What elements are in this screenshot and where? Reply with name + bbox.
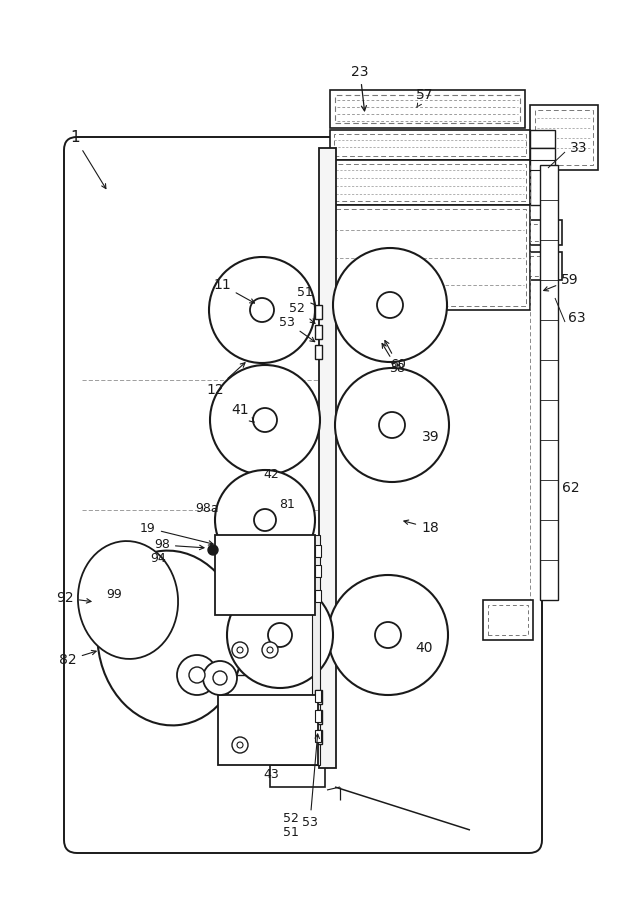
Ellipse shape [97, 551, 243, 725]
Bar [334, 134, 526, 156]
Circle shape [375, 622, 401, 648]
Bar [319, 148, 336, 768]
Circle shape [209, 257, 315, 363]
Circle shape [250, 298, 274, 322]
Circle shape [253, 408, 277, 432]
Text: 63: 63 [568, 311, 586, 325]
Bar [530, 105, 598, 170]
Text: 62: 62 [562, 481, 580, 495]
Text: 51: 51 [297, 286, 316, 305]
Text: 92: 92 [56, 591, 91, 605]
Bar [315, 345, 322, 359]
Text: 19: 19 [140, 521, 213, 545]
Bar [330, 160, 530, 205]
Circle shape [208, 545, 218, 555]
Bar [315, 730, 321, 742]
Circle shape [333, 248, 447, 362]
Circle shape [268, 623, 292, 647]
Circle shape [267, 647, 273, 653]
Text: 57: 57 [416, 88, 434, 107]
Text: 41: 41 [231, 403, 254, 422]
Circle shape [328, 575, 448, 695]
Bar [215, 675, 315, 695]
Bar [315, 710, 321, 722]
Bar [330, 90, 525, 128]
Text: 81: 81 [279, 499, 295, 511]
Circle shape [210, 365, 320, 475]
Text: 53: 53 [302, 734, 319, 829]
Text: 94: 94 [150, 552, 166, 564]
Text: 39: 39 [422, 430, 440, 444]
Bar [315, 565, 321, 577]
Bar [530, 148, 555, 205]
Text: 12: 12 [206, 363, 245, 397]
Bar [510, 220, 562, 245]
Bar [315, 690, 322, 704]
Text: 42: 42 [263, 469, 279, 482]
Circle shape [377, 292, 403, 318]
Circle shape [262, 642, 278, 658]
Text: 51: 51 [283, 825, 299, 839]
Bar [315, 730, 322, 744]
Bar [218, 695, 318, 765]
Bar [315, 710, 322, 724]
Text: 40: 40 [415, 641, 433, 655]
Text: 52: 52 [289, 302, 315, 323]
Text: 33: 33 [570, 141, 588, 155]
Bar [315, 545, 321, 557]
Text: 1: 1 [70, 130, 106, 189]
Bar [535, 110, 593, 165]
Bar [530, 130, 555, 148]
Circle shape [254, 509, 276, 531]
Bar [334, 209, 526, 306]
Bar [330, 205, 530, 310]
Text: 38: 38 [382, 344, 405, 374]
Text: 23: 23 [351, 65, 369, 111]
Bar [315, 590, 321, 602]
Circle shape [379, 412, 405, 438]
Ellipse shape [78, 541, 178, 659]
Text: 60: 60 [385, 340, 406, 372]
Text: 82: 82 [59, 651, 96, 667]
Bar [312, 535, 320, 765]
Circle shape [232, 642, 248, 658]
Circle shape [213, 671, 227, 685]
Bar [514, 224, 558, 241]
Bar [315, 325, 322, 339]
Text: 43: 43 [263, 769, 279, 781]
Bar [488, 605, 528, 635]
Text: 98a: 98a [195, 501, 219, 515]
Text: 11: 11 [213, 278, 255, 303]
Text: 52: 52 [283, 812, 299, 824]
Bar [270, 765, 325, 787]
Bar [334, 164, 526, 201]
Circle shape [203, 661, 237, 695]
Text: 53: 53 [279, 316, 315, 342]
Bar [483, 600, 533, 640]
Bar [315, 305, 322, 319]
Text: 98: 98 [154, 538, 204, 552]
Bar [540, 165, 558, 600]
Circle shape [215, 470, 315, 570]
Circle shape [237, 647, 243, 653]
Bar [215, 535, 315, 615]
Text: 99: 99 [106, 588, 122, 600]
Bar [335, 95, 520, 123]
Bar [215, 615, 315, 635]
Circle shape [237, 742, 243, 748]
Circle shape [177, 655, 217, 695]
Text: 18: 18 [404, 520, 439, 535]
Circle shape [227, 582, 333, 688]
Text: 59: 59 [544, 273, 579, 291]
Bar [514, 256, 558, 276]
Bar [330, 130, 530, 160]
FancyBboxPatch shape [64, 137, 542, 853]
Circle shape [335, 368, 449, 482]
Circle shape [232, 737, 248, 753]
Bar [315, 690, 321, 702]
Circle shape [189, 667, 205, 683]
Bar [510, 252, 562, 280]
